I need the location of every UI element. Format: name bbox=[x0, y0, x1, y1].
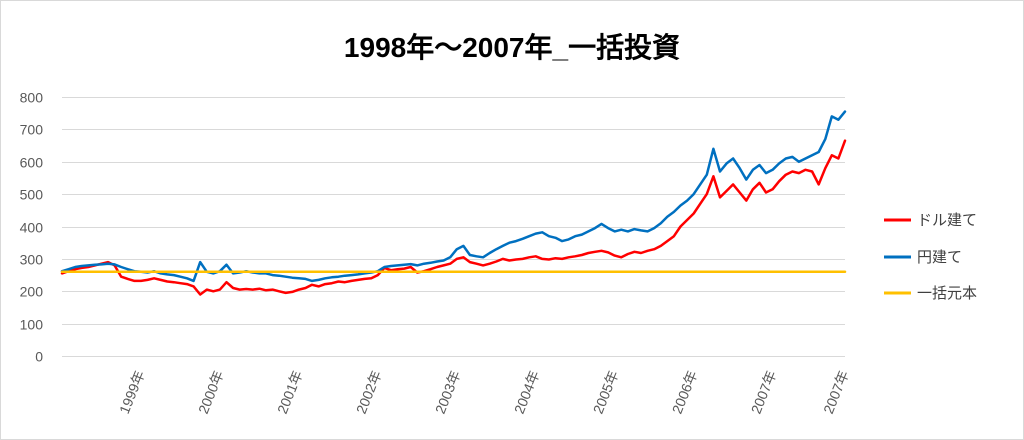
legend: ドル建て 円建て 一括元本 bbox=[884, 212, 977, 302]
legend-item-dollar: ドル建て bbox=[884, 212, 977, 229]
y-tick-label: 200 bbox=[20, 284, 44, 300]
series-line-dollar bbox=[60, 139, 847, 296]
y-tick-label: 100 bbox=[20, 317, 44, 333]
y-tick-label: 600 bbox=[20, 155, 44, 171]
chart-title: 1998年～2007年_一括投資 bbox=[344, 31, 680, 63]
plot-series bbox=[60, 110, 847, 296]
gridlines bbox=[62, 97, 845, 357]
y-tick-label: 800 bbox=[20, 90, 44, 106]
legend-label-yen: 円建て bbox=[917, 249, 962, 266]
y-tick-label: 300 bbox=[20, 252, 44, 268]
y-axis-labels: 0 100 200 300 400 500 600 700 800 bbox=[20, 90, 44, 365]
y-tick-label: 400 bbox=[20, 220, 44, 236]
y-tick-label: 0 bbox=[35, 349, 43, 365]
y-tick-label: 500 bbox=[20, 187, 44, 203]
y-tick-label: 700 bbox=[20, 122, 44, 138]
legend-item-yen: 円建て bbox=[884, 249, 962, 266]
legend-label-lump-sum-principal: 一括元本 bbox=[917, 285, 977, 302]
legend-label-dollar: ドル建て bbox=[917, 212, 977, 229]
series-line-yen bbox=[60, 110, 847, 283]
legend-item-lump-sum-principal: 一括元本 bbox=[884, 285, 977, 302]
